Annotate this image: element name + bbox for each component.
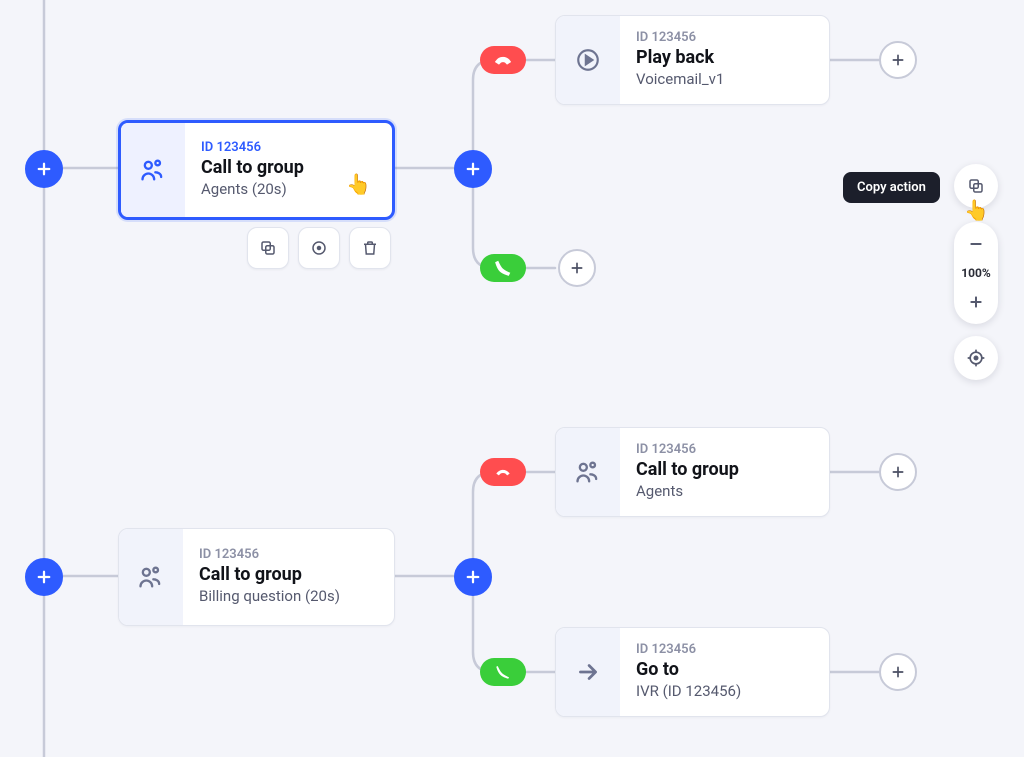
branch-add-2[interactable] <box>454 558 492 596</box>
node-title: Call to group <box>199 564 340 585</box>
users-icon <box>121 123 185 217</box>
node-subtitle: IVR (ID 123456) <box>636 682 741 700</box>
settings-action-button[interactable] <box>298 227 340 269</box>
recenter-button[interactable] <box>954 336 998 380</box>
node-subtitle: Agents (20s) <box>201 180 304 198</box>
node-subtitle: Voicemail_v1 <box>636 70 724 88</box>
answer-branch-2[interactable] <box>480 658 526 686</box>
users-icon <box>556 428 620 516</box>
branch-add-1[interactable] <box>454 150 492 188</box>
hangup-branch-2[interactable] <box>480 458 526 486</box>
root-add-2[interactable] <box>25 558 63 596</box>
node-play-back[interactable]: ID 123456 Play back Voicemail_v1 <box>555 15 830 105</box>
tooltip-label: Copy action <box>857 180 926 195</box>
node-title: Call to group <box>201 157 304 178</box>
play-icon <box>556 16 620 104</box>
node-id: ID 123456 <box>636 442 739 457</box>
node-go-to[interactable]: ID 123456 Go to IVR (ID 123456) <box>555 627 830 717</box>
node-title: Go to <box>636 659 741 680</box>
arrow-right-icon <box>556 628 620 716</box>
copy-action-button[interactable] <box>247 227 289 269</box>
node-call-to-group-3[interactable]: ID 123456 Call to group Agents <box>555 427 830 517</box>
tooltip-copy-action: Copy action <box>843 172 940 203</box>
root-add-1[interactable] <box>25 150 63 188</box>
node-id: ID 123456 <box>636 30 724 45</box>
node-id: ID 123456 <box>199 547 340 562</box>
node-id: ID 123456 <box>201 140 304 155</box>
zoom-out-button[interactable] <box>960 228 992 260</box>
add-after-answer-1[interactable] <box>558 249 596 287</box>
add-after-playback[interactable] <box>879 41 917 79</box>
node-subtitle: Agents <box>636 482 739 500</box>
node-call-to-group-1[interactable]: ID 123456 Call to group Agents (20s) <box>118 120 395 220</box>
users-icon <box>119 529 183 625</box>
connector-wires <box>0 0 1024 757</box>
node-title: Play back <box>636 47 724 68</box>
zoom-panel: 100% <box>954 222 998 324</box>
delete-action-button[interactable] <box>349 227 391 269</box>
zoom-in-button[interactable] <box>960 286 992 318</box>
node-title: Call to group <box>636 459 739 480</box>
node-subtitle: Billing question (20s) <box>199 587 340 605</box>
answer-branch-1[interactable] <box>480 254 526 282</box>
hangup-branch-1[interactable] <box>480 46 526 74</box>
add-after-callgroup3[interactable] <box>879 453 917 491</box>
add-after-goto[interactable] <box>879 653 917 691</box>
zoom-level: 100% <box>961 262 991 284</box>
node-call-to-group-2[interactable]: ID 123456 Call to group Billing question… <box>118 528 395 626</box>
node-id: ID 123456 <box>636 642 741 657</box>
canvas-copy-button[interactable] <box>954 164 998 208</box>
